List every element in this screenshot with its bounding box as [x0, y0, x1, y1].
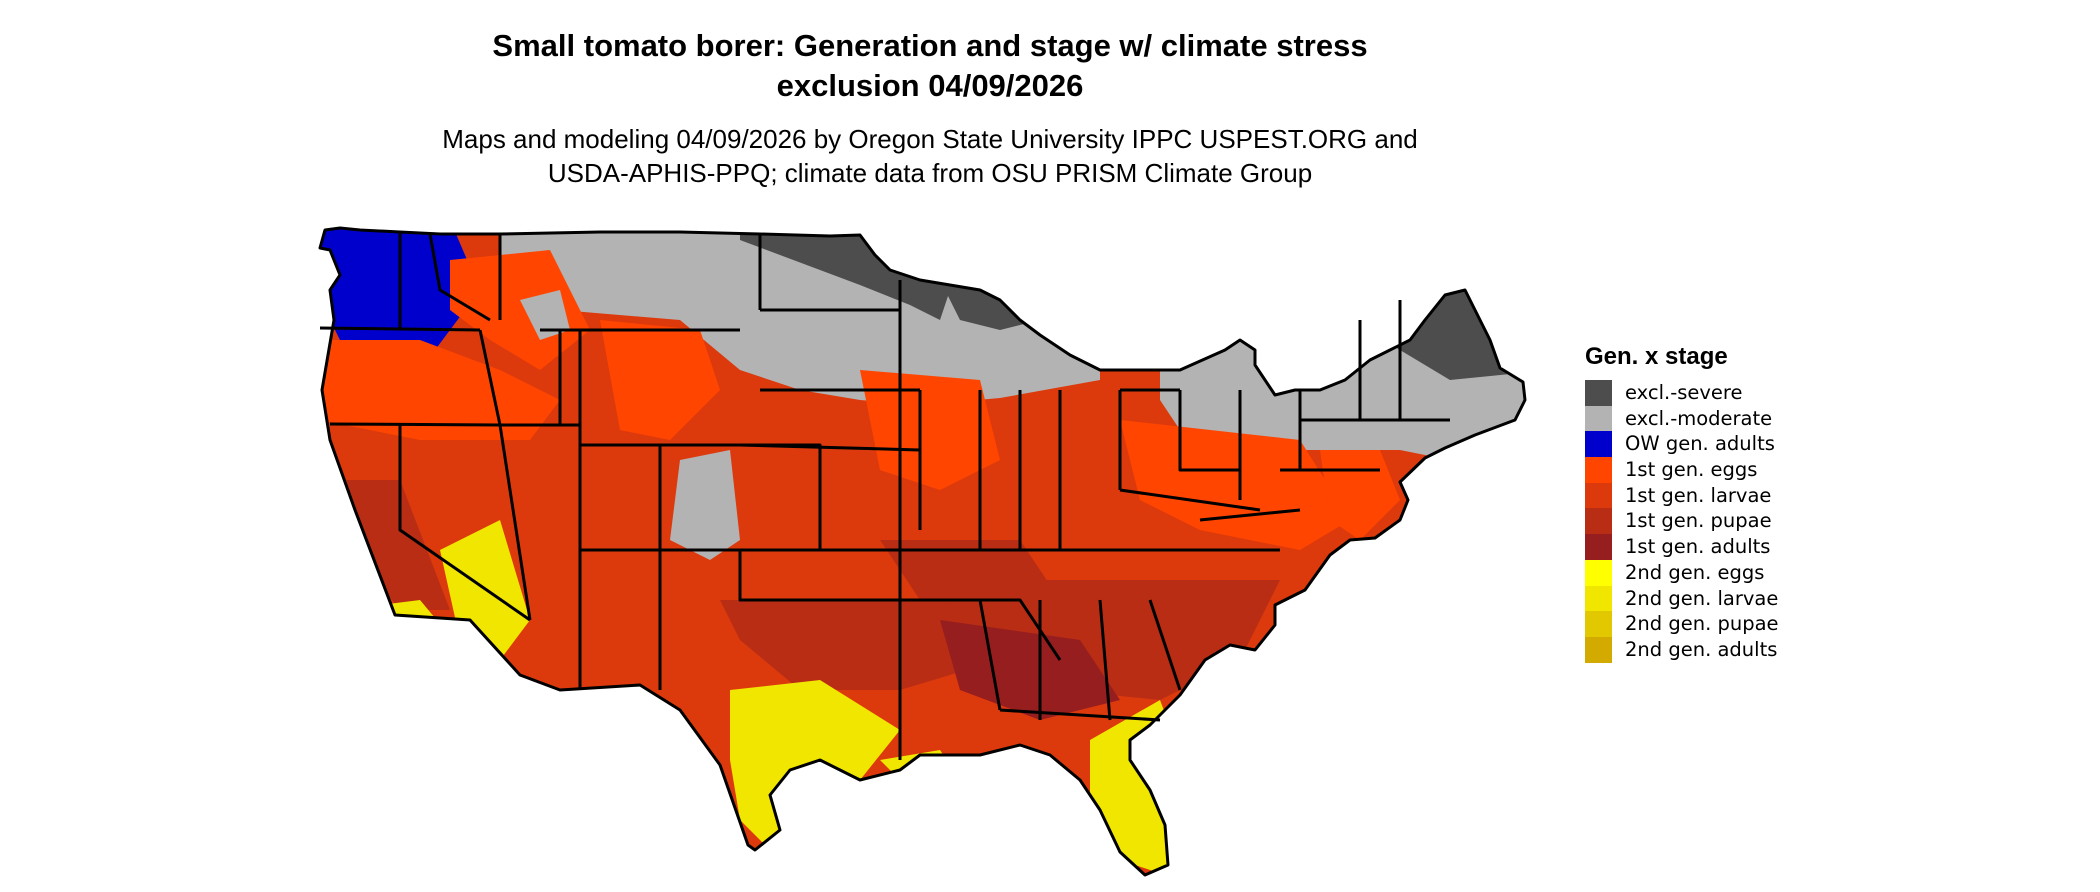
- us-phenology-map: [318, 226, 1527, 877]
- state-boundaries: [318, 226, 1527, 877]
- legend-item: excl.-moderate: [1585, 405, 1772, 432]
- legend-swatch: [1585, 636, 1612, 663]
- legend-label: 2nd gen. adults: [1625, 637, 1778, 661]
- legend-label: 1st gen. larvae: [1625, 483, 1772, 507]
- legend-swatch: [1585, 482, 1612, 509]
- legend-item: excl.-severe: [1585, 380, 1743, 406]
- legend-item: 2nd gen. adults: [1585, 636, 1777, 663]
- legend-swatch: [1585, 611, 1612, 637]
- legend-swatch: [1585, 457, 1612, 483]
- legend-label: 2nd gen. pupae: [1625, 612, 1779, 636]
- legend-title: Gen. x stage: [1585, 343, 1728, 370]
- legend-swatch: [1585, 431, 1612, 458]
- legend-label: 1st gen. eggs: [1625, 458, 1758, 482]
- legend-item: 1st gen. larvae: [1585, 482, 1771, 509]
- legend-item: 1st gen. pupae: [1585, 508, 1772, 535]
- map-title-line-2: exclusion 04/09/2026: [776, 68, 1084, 103]
- legend-label: excl.-severe: [1625, 381, 1743, 404]
- legend-label: 1st gen. adults: [1625, 535, 1771, 559]
- map-subtitle-line-1: Maps and modeling 04/09/2026 by Oregon S…: [442, 124, 1418, 154]
- legend-item: OW gen. adults: [1585, 431, 1775, 458]
- map-legend: Gen. x stage excl.-severe excl.-moderate O…: [1585, 342, 1779, 663]
- legend-swatch: [1585, 405, 1612, 432]
- legend-label: 1st gen. pupae: [1625, 509, 1772, 533]
- legend-item: 1st gen. eggs: [1585, 457, 1757, 483]
- legend-item: 1st gen. adults: [1585, 534, 1770, 560]
- legend-swatch: [1585, 508, 1612, 535]
- phenology-raster: [320, 228, 1525, 875]
- legend-swatch: [1585, 534, 1612, 560]
- legend-label: OW gen. adults: [1625, 432, 1775, 456]
- legend-label: 2nd gen. eggs: [1625, 560, 1765, 584]
- legend-swatch: [1585, 585, 1612, 612]
- legend-swatch: [1585, 380, 1612, 406]
- map-title-line-1: Small tomato borer: Generation and stage…: [492, 28, 1368, 63]
- legend-swatch: [1585, 559, 1612, 586]
- legend-item: 2nd gen. larvae: [1585, 585, 1778, 612]
- legend-item: 2nd gen. pupae: [1585, 611, 1779, 637]
- legend-items: excl.-severe excl.-moderate OW gen. adults…: [1585, 380, 1779, 663]
- legend-item: 2nd gen. eggs: [1585, 559, 1764, 586]
- legend-label: 2nd gen. larvae: [1625, 586, 1779, 610]
- map-subtitle-line-2: USDA-APHIS-PPQ; climate data from OSU PR…: [547, 158, 1313, 188]
- legend-label: excl.-moderate: [1625, 406, 1773, 430]
